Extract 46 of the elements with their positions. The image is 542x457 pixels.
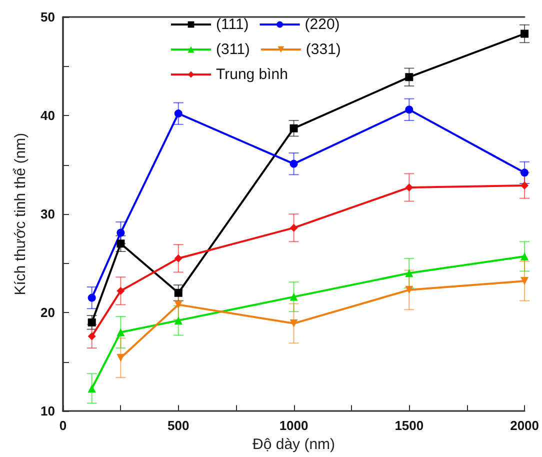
legend-label: Trung bình <box>216 66 288 83</box>
point <box>520 30 529 38</box>
x-tick-label: 2000 <box>510 418 539 434</box>
point <box>290 224 298 232</box>
point <box>88 318 96 326</box>
point <box>174 288 182 297</box>
point <box>405 183 414 192</box>
y-axis-title: Kích thước tinh thể (nm) <box>12 132 29 296</box>
point <box>290 160 298 168</box>
point <box>174 254 182 262</box>
x-tick-label: 0 <box>59 418 67 434</box>
point <box>520 252 529 260</box>
legend-label: (311) <box>216 41 250 58</box>
y-tick-label: 20 <box>40 305 55 320</box>
point <box>116 354 125 362</box>
point <box>88 384 96 392</box>
point <box>405 73 414 82</box>
point <box>174 110 182 118</box>
point <box>520 181 529 190</box>
point <box>405 106 414 114</box>
legend-label: (111) <box>216 16 249 33</box>
x-tick-label: 1000 <box>279 418 308 434</box>
y-tick-label: 30 <box>40 206 55 222</box>
x-axis-title: Độ dày (nm) <box>252 436 336 453</box>
point <box>88 332 96 340</box>
point <box>116 240 125 248</box>
point <box>290 319 298 328</box>
point <box>88 294 96 302</box>
point <box>116 286 125 295</box>
legend-label: (331) <box>306 41 341 58</box>
point <box>174 316 182 324</box>
point <box>520 277 529 286</box>
x-tick-label: 1500 <box>394 418 424 434</box>
point <box>116 328 125 336</box>
point <box>405 269 414 278</box>
point <box>520 168 529 177</box>
point <box>174 300 182 309</box>
point <box>116 228 125 237</box>
point <box>290 292 298 301</box>
y-tick-label: 50 <box>40 10 55 24</box>
x-tick-label: 500 <box>168 418 190 434</box>
y-tick-label: 10 <box>40 404 55 419</box>
point <box>290 124 298 132</box>
legend-label: (220) <box>304 16 340 33</box>
point <box>405 286 414 294</box>
y-tick-label: 40 <box>40 108 55 124</box>
